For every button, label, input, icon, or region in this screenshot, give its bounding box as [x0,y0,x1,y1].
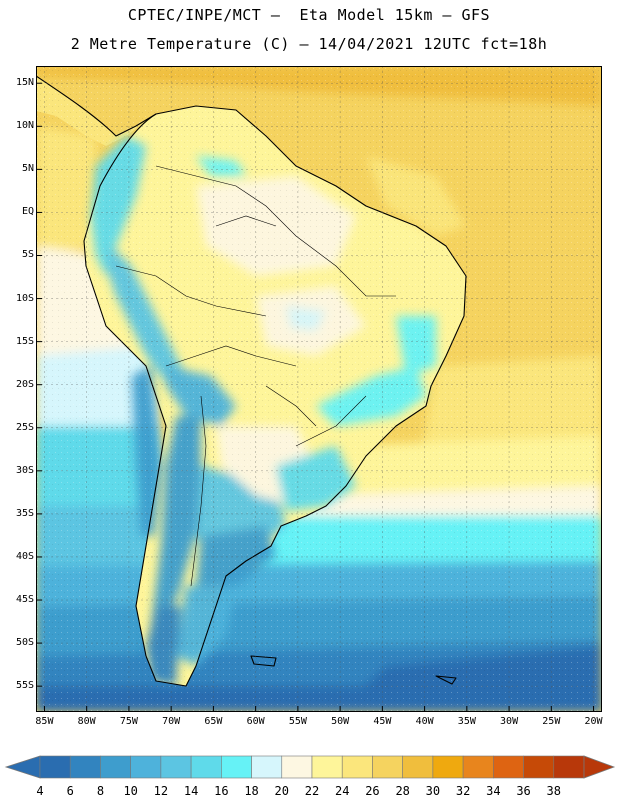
lat-tick-label: EQ [21,206,34,218]
colorbar-swatch [432,755,464,779]
lat-tick-label: 25S [15,421,34,433]
colorbar-level-label: 22 [305,784,319,798]
colorbar-level-label: 32 [456,784,470,798]
lon-tick-label: 50W [331,716,350,727]
lon-tick-label: 75W [119,716,138,727]
colorbar-level-label: 6 [67,784,74,798]
colorbar-swatch [221,755,252,779]
map-title-line1: CPTEC/INPE/MCT – Eta Model 15km – GFS [127,6,491,24]
colorbar-level-label: 26 [365,784,379,798]
lat-tick-label: 15S [15,335,34,347]
colorbar-swatch [190,755,222,779]
colorbar-swatch [553,755,585,779]
lon-tick-label: 40W [415,716,434,727]
colorbar-swatch [372,755,403,779]
lat-tick-label: 20S [15,378,34,390]
colorbar-swatch [39,755,71,779]
colorbar-level-label: 8 [97,784,104,798]
colorbar-swatch [130,755,162,779]
lon-tick-label: 45W [373,716,392,727]
lon-tick-label: 20W [584,716,603,727]
lon-tick-label: 70W [162,716,181,727]
colorbar-level-label: 4 [36,784,43,798]
lat-tick-label: 5S [21,249,34,261]
lon-tick-label: 60W [246,716,265,727]
colorbar-level-label: 38 [547,784,561,798]
colorbar-labels: 4 6 8 10 12 14 16 18 20 22 24 26 28 30 32 34 36 38 [36,784,561,798]
lon-tick-label: 55W [288,716,307,727]
colorbar-level-label: 20 [275,784,289,798]
colorbar-swatch [251,755,283,779]
lat-tick-label: 50S [15,637,34,649]
map-title-line2: 2 Metre Temperature (C) – 14/04/2021 12U… [70,35,548,53]
colorbar-level-label: 16 [214,784,228,798]
colorbar-swatch [69,755,101,779]
colorbar-level-label: 36 [516,784,530,798]
lat-tick-label: 40S [15,550,34,562]
colorbar-swatch [281,755,313,779]
colorbar-level-label: 28 [395,784,409,798]
colorbar-level-label: 12 [154,784,168,798]
colorbar-swatch [311,755,343,779]
map-frame [36,66,602,712]
colorbar-level-label: 18 [244,784,258,798]
lat-tick-label: 15N [15,77,34,89]
temperature-map [36,66,602,712]
lon-tick-label: 25W [542,716,561,727]
lat-tick-label: 30S [15,464,34,476]
lon-tick-label: 30W [500,716,519,727]
colorbar-swatch [462,755,494,779]
colorbar-level-label: 34 [486,784,500,798]
colorbar-swatches [4,755,616,779]
colorbar-swatch [100,755,131,779]
colorbar-swatch [523,755,555,779]
lat-tick-label: 45S [15,594,34,606]
lon-tick-label: 85W [35,716,54,727]
lat-tick-label: 10N [15,120,34,132]
lat-tick-label: 10S [15,292,34,304]
colorbar-level-label: 10 [123,784,137,798]
colorbar-level-label: 14 [184,784,198,798]
colorbar-swatch [493,755,524,779]
lon-tick-label: 80W [77,716,96,727]
lon-tick-label: 35W [457,716,476,727]
colorbar-swatch [402,755,434,779]
lat-tick-label: 5N [21,163,34,175]
colorbar-swatch [341,755,373,779]
colorbar-level-label: 30 [426,784,440,798]
lon-tick-label: 65W [204,716,223,727]
colorbar-arrow-right [583,755,616,779]
colorbar-arrow-left [4,755,41,779]
temperature-colorbar: 4 6 8 10 12 14 16 18 20 22 24 26 28 30 32 34 36 38 [4,755,616,798]
lat-tick-label: 55S [15,680,34,692]
colorbar-level-label: 24 [335,784,349,798]
lat-tick-label: 35S [15,507,34,519]
colorbar-swatch [160,755,192,779]
